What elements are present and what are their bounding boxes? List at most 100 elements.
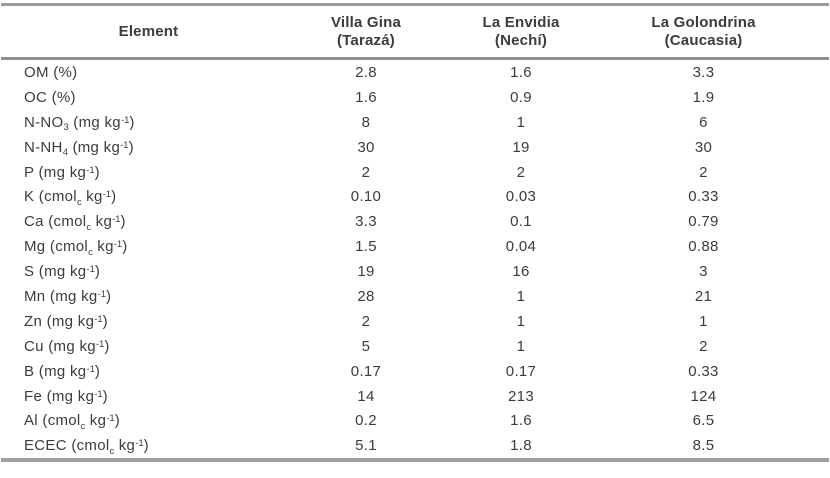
column-subtitle: (Caucasia) [664, 32, 743, 49]
column-title: Villa Gina [330, 14, 402, 31]
column-header-la-golondrina: La Golondrina (Caucasia) [606, 5, 829, 59]
table-row: OM (%) 2.8 1.6 3.3 [1, 59, 829, 85]
table-figure: Element Villa Gina (Tarazá) La Envidia (… [1, 3, 829, 463]
table-row: OC (%) 1.6 0.9 1.9 [1, 85, 829, 110]
value-cell: 0.17 [505, 362, 537, 380]
column-subtitle: (Tarazá) [336, 32, 395, 49]
value-cell: 8 [361, 113, 371, 131]
subscript: c [80, 420, 86, 432]
value-cell: 3 [699, 263, 708, 281]
superscript: -1 [97, 288, 107, 300]
superscript: -1 [112, 214, 121, 226]
value-cell: 3.3 [355, 213, 377, 231]
element-cell: Mg (cmolc kg-1) [24, 238, 128, 258]
value-cell: 14 [357, 387, 375, 405]
table-row: Zn (mg kg-1) 2 1 1 [1, 309, 829, 334]
subscript: c [88, 246, 93, 258]
value-cell: 0.2 [355, 412, 377, 430]
table-body: OM (%) 2.8 1.6 3.3 OC (%) 1.6 0.9 1.9 N-NO3 (mg … [1, 59, 829, 461]
value-cell: 19 [357, 263, 375, 281]
column-title: La Golondrina [651, 14, 756, 31]
element-cell: Al (cmolc kg-1) [24, 412, 120, 432]
table-row: P (mg kg-1) 2 2 2 [1, 160, 829, 185]
value-cell: 8.5 [692, 437, 715, 455]
value-cell: 1 [516, 337, 526, 355]
superscript: -1 [106, 413, 115, 425]
header-row: Element Villa Gina (Tarazá) La Envidia (… [1, 5, 829, 59]
column-subtitle: (Nechí) [494, 32, 548, 49]
value-cell: 0.04 [505, 238, 537, 256]
value-cell: 0.88 [688, 238, 719, 256]
superscript: -1 [135, 438, 144, 450]
value-cell: 1.8 [510, 437, 532, 455]
value-cell: 1 [516, 312, 526, 330]
value-cell: 1.5 [355, 238, 377, 256]
value-cell: 1.6 [510, 63, 532, 81]
value-cell: 2.8 [355, 63, 377, 81]
superscript: -1 [94, 388, 103, 400]
table-row: S (mg kg-1) 19 16 3 [1, 259, 829, 284]
element-cell: N-NH4 (mg kg-1) [24, 138, 134, 159]
value-cell: 3.3 [692, 63, 715, 81]
value-cell: 2 [699, 163, 708, 181]
element-cell: ECEC (cmolc kg-1) [24, 437, 149, 457]
element-cell: N-NO3 (mg kg-1) [24, 113, 135, 134]
table-row: B (mg kg-1) 0.17 0.17 0.33 [1, 359, 829, 384]
value-cell: 0.03 [505, 188, 537, 206]
subscript: c [109, 445, 115, 457]
value-cell: 0.79 [688, 213, 719, 231]
value-cell: 0.1 [510, 213, 532, 231]
value-cell: 30 [357, 138, 375, 156]
superscript: -1 [120, 114, 130, 126]
value-cell: 0.33 [688, 362, 719, 380]
element-cell: P (mg kg-1) [24, 163, 100, 181]
value-cell: 2 [361, 163, 371, 181]
value-cell: 1.6 [510, 412, 532, 430]
element-cell: S (mg kg-1) [24, 263, 101, 281]
value-cell: 213 [508, 387, 534, 405]
table-row: Ca (cmolc kg-1) 3.3 0.1 0.79 [1, 209, 829, 234]
value-cell: 5.1 [355, 437, 377, 455]
column-title: La Envidia [482, 14, 560, 31]
element-cell: Mn (mg kg-1) [24, 287, 112, 305]
table-row: Fe (mg kg-1) 14 213 124 [1, 384, 829, 409]
table-row: N-NH4 (mg kg-1) 30 19 30 [1, 135, 829, 160]
value-cell: 2 [516, 163, 526, 181]
value-cell: 30 [694, 138, 713, 156]
element-cell: Ca (cmolc kg-1) [24, 213, 126, 233]
value-cell: 2 [361, 312, 371, 330]
column-header-villa-gina: Villa Gina (Tarazá) [296, 5, 436, 59]
table-row: Mn (mg kg-1) 28 1 21 [1, 284, 829, 309]
superscript: -1 [86, 264, 95, 276]
superscript: -1 [113, 239, 123, 251]
value-cell: 19 [512, 138, 530, 156]
element-cell: Fe (mg kg-1) [24, 387, 108, 405]
table-header: Element Villa Gina (Tarazá) La Envidia (… [1, 5, 829, 59]
column-title: Element [118, 23, 179, 40]
soil-properties-table: Element Villa Gina (Tarazá) La Envidia (… [1, 3, 829, 463]
value-cell: 1.9 [692, 88, 715, 106]
subscript: 4 [62, 147, 68, 159]
element-cell: Cu (mg kg-1) [24, 337, 110, 355]
value-cell: 0.9 [510, 88, 532, 106]
superscript: -1 [120, 139, 129, 151]
value-cell: 124 [690, 387, 717, 405]
table-row: K (cmolc kg-1) 0.10 0.03 0.33 [1, 184, 829, 209]
value-cell: 1.6 [355, 88, 377, 106]
table-row: Al (cmolc kg-1) 0.2 1.6 6.5 [1, 408, 829, 433]
value-cell: 6 [699, 113, 708, 131]
value-cell: 16 [512, 263, 530, 281]
superscript: -1 [95, 338, 105, 350]
subscript: c [76, 196, 82, 208]
value-cell: 2 [699, 337, 708, 355]
table-row: N-NO3 (mg kg-1) 8 1 6 [1, 110, 829, 135]
value-cell: 0.33 [688, 188, 719, 206]
value-cell: 1 [516, 287, 526, 305]
value-cell: 1 [699, 312, 708, 330]
subscript: c [86, 221, 92, 233]
superscript: -1 [86, 164, 95, 176]
element-cell: OM (%) [24, 63, 78, 81]
table-row: Mg (cmolc kg-1) 1.5 0.04 0.88 [1, 234, 829, 259]
value-cell: 21 [694, 287, 713, 305]
value-cell: 28 [357, 287, 375, 305]
